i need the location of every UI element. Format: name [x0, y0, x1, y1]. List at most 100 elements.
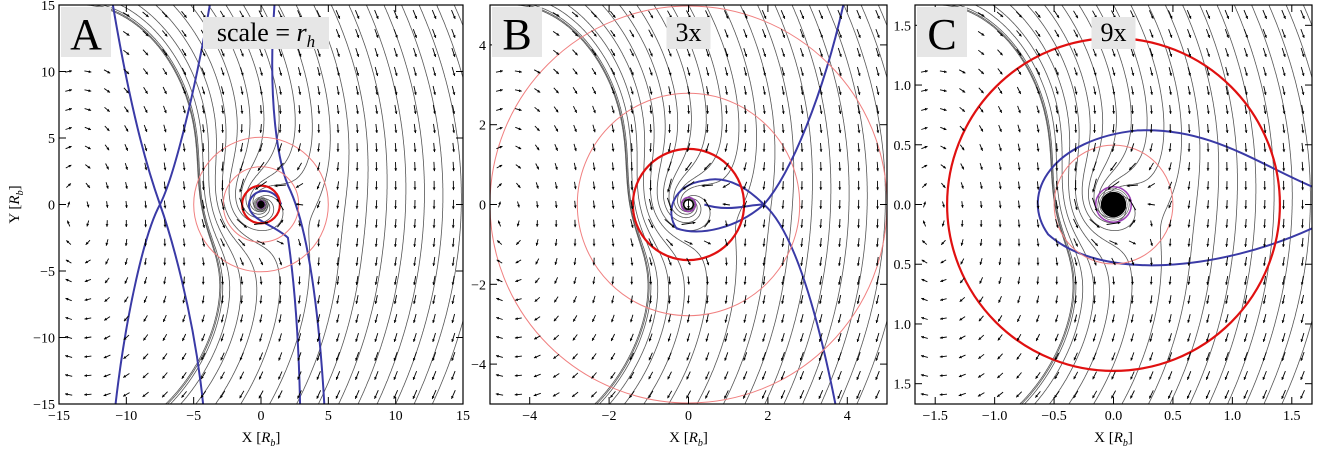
arrow-head	[68, 107, 72, 111]
arrow-head	[257, 167, 261, 171]
arrow-head	[1243, 376, 1247, 380]
arrow-head	[575, 14, 579, 17]
arrow-head	[277, 167, 280, 170]
arrow-head	[1188, 92, 1191, 95]
arrow-head	[997, 337, 1001, 341]
arrow-head	[649, 72, 653, 76]
streamline	[1208, 5, 1257, 404]
arrow-head	[1283, 15, 1286, 19]
arrow-head	[1168, 224, 1172, 228]
y-tick-label: −2	[471, 278, 486, 293]
x-tick-label: −15	[48, 409, 70, 424]
streamline	[744, 5, 795, 404]
arrow-head	[1147, 202, 1151, 206]
arrow-head	[495, 392, 499, 396]
arrow-head	[1187, 301, 1191, 304]
arrow-head	[535, 261, 539, 265]
spiral-ring	[254, 197, 268, 212]
arrow-head	[1283, 35, 1286, 38]
arrow-head	[1055, 262, 1059, 266]
arrow-head	[143, 337, 147, 341]
arrow-head	[1074, 110, 1078, 114]
arrow-head	[1129, 167, 1132, 170]
arrow-head	[336, 338, 339, 342]
arrow-head	[668, 130, 671, 133]
arrow-head	[611, 129, 615, 133]
arrow-head	[1150, 223, 1153, 227]
arrow-head	[629, 394, 633, 398]
arrow-head	[782, 15, 786, 19]
arrow-head	[496, 259, 500, 263]
arrow-head	[725, 111, 728, 114]
arrow-head	[1150, 111, 1153, 114]
arrow-head	[997, 394, 1000, 397]
arrow-head	[1037, 14, 1041, 18]
arrow-head	[355, 338, 358, 342]
arrow-head	[782, 54, 785, 57]
arrow-head	[356, 34, 360, 38]
arrow-head	[1150, 53, 1154, 57]
arrow-head	[1093, 281, 1097, 285]
arrow-head	[743, 130, 747, 133]
arrow-head	[517, 185, 521, 188]
panel-label-box	[917, 7, 967, 57]
arrow-head	[667, 319, 671, 323]
arrow-head	[1301, 111, 1305, 114]
arrow-head	[939, 393, 943, 396]
arrow-head	[1300, 282, 1304, 285]
arrow-head	[1017, 262, 1021, 266]
plot-area	[64, 5, 463, 404]
arrow-head	[857, 244, 860, 247]
arrow-head	[356, 92, 359, 95]
arrow-head	[355, 130, 359, 133]
arrow-head	[432, 358, 435, 361]
arrow-head	[1169, 15, 1173, 19]
arrow-head	[630, 168, 634, 171]
arrow-head	[611, 300, 614, 304]
plot-area	[920, 5, 1312, 404]
arrow-head	[921, 316, 925, 320]
panel-b: −4 −2 0 2 4 −4 −2 0 2 4 X [Rb] B 3x	[471, 4, 888, 449]
arrow-head	[355, 244, 359, 247]
arrow-head	[163, 281, 166, 285]
streamline	[120, 5, 231, 404]
arrow-head	[1206, 206, 1210, 209]
arrow-head	[1224, 376, 1228, 380]
arrow-head	[857, 92, 861, 95]
arrow-head	[298, 262, 301, 266]
arrow-head	[1168, 300, 1172, 304]
arrow-head	[650, 34, 653, 38]
arrow-head	[65, 392, 68, 396]
streamline	[338, 5, 388, 404]
arrow-head	[221, 72, 225, 76]
arrow-head	[762, 111, 766, 114]
arrow-head	[725, 223, 728, 227]
arrow-head	[1207, 15, 1211, 19]
arrow-head	[336, 130, 340, 133]
arrow-head	[1225, 244, 1229, 247]
arrow-head	[144, 243, 147, 247]
arrow-head	[1263, 130, 1267, 134]
arrow-head	[1018, 71, 1021, 75]
arrow-head	[611, 148, 615, 152]
arrow-head	[355, 301, 359, 304]
arrow-head	[706, 72, 710, 76]
arrow-head	[356, 73, 360, 76]
arrow-head	[375, 149, 378, 152]
arrow-head	[123, 356, 127, 359]
arrow-head	[201, 300, 205, 304]
arrow-head	[925, 69, 928, 73]
arrow-head	[1075, 243, 1078, 247]
x-tick-label: −0.5	[1041, 409, 1066, 424]
arrow-head	[221, 262, 225, 266]
panel-label-box	[492, 7, 542, 57]
arrow-head	[1263, 282, 1266, 285]
arrow-head	[1206, 225, 1210, 228]
arrow-head	[1244, 149, 1248, 152]
arrow-head	[839, 54, 842, 57]
arrow-head	[838, 244, 841, 247]
arrow-head	[649, 91, 653, 95]
arrow-head	[336, 224, 340, 228]
arrow-head	[1263, 206, 1267, 209]
arrow-head	[1282, 92, 1286, 95]
